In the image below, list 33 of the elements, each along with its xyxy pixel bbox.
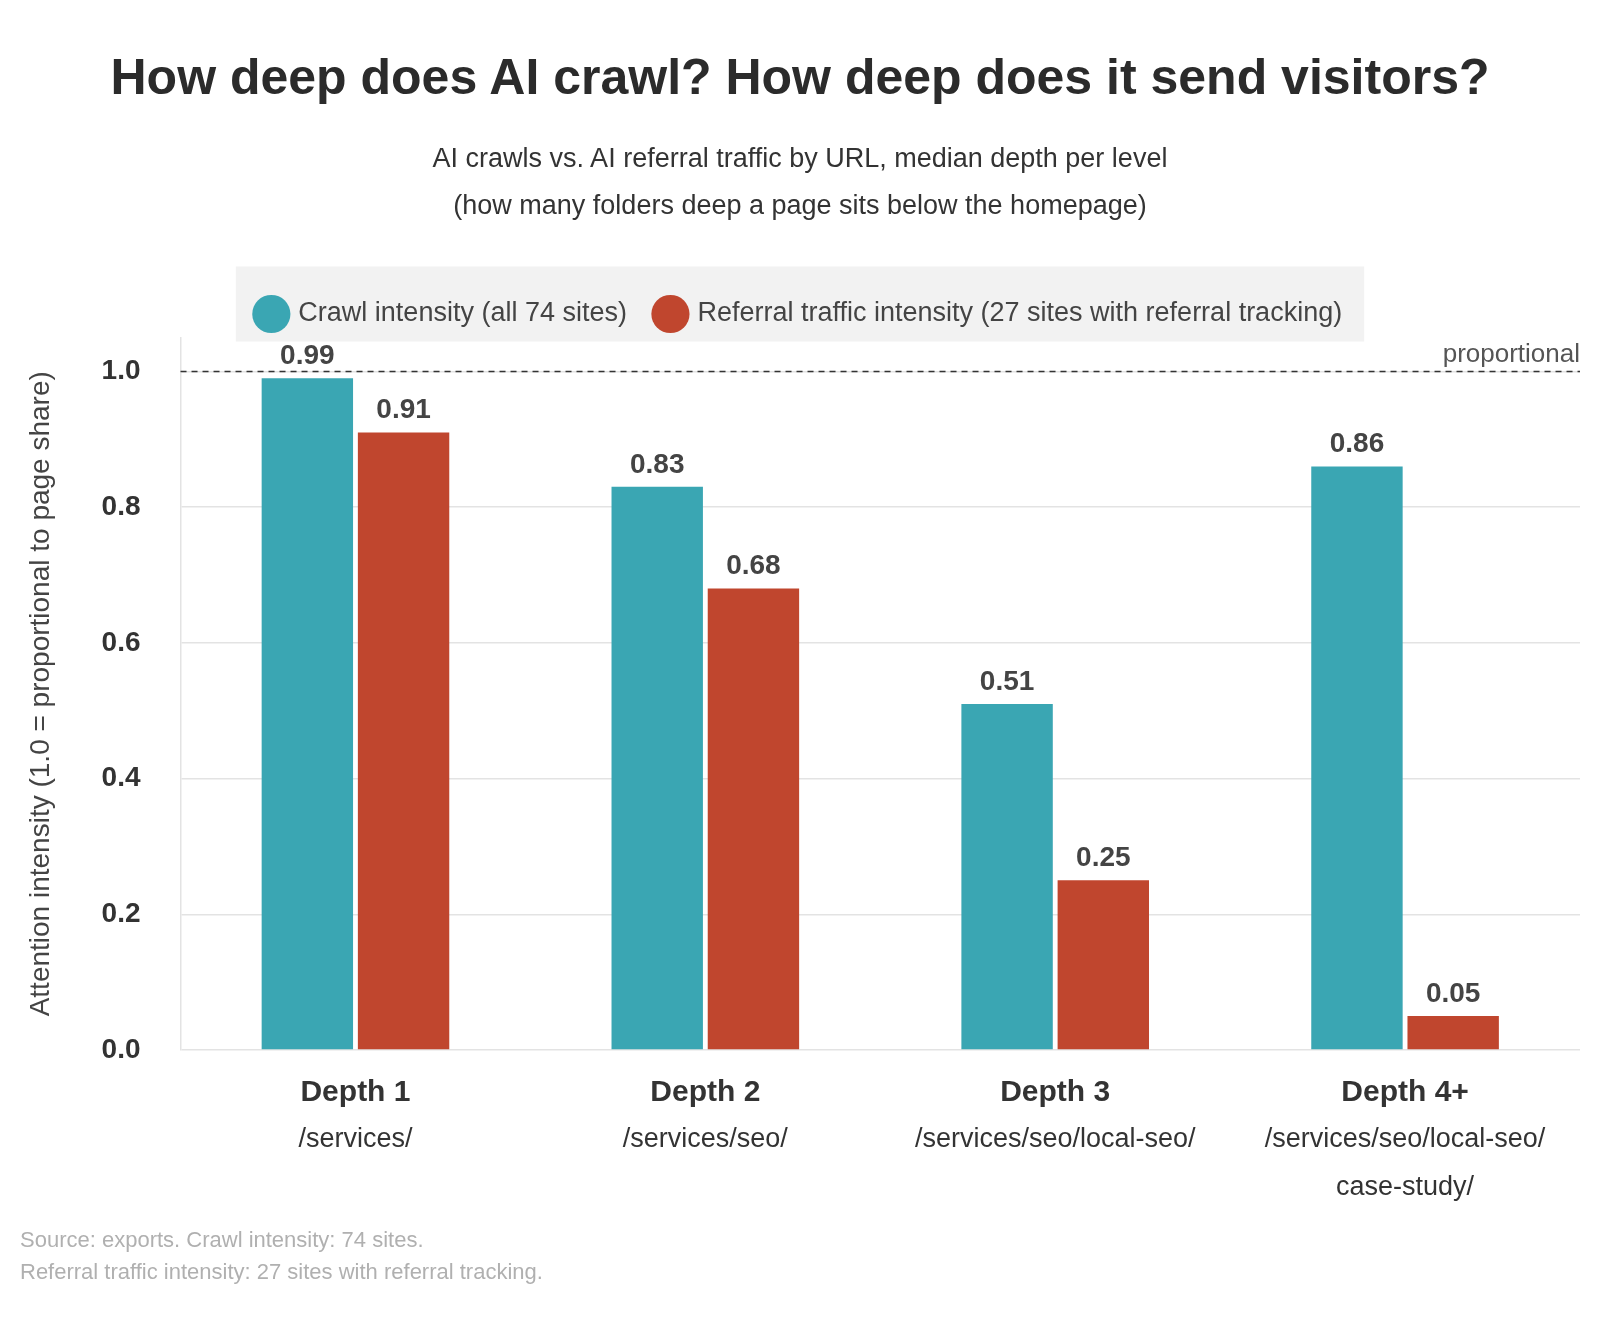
y-tick-label: 0.0 xyxy=(101,1032,141,1064)
bar xyxy=(1407,1016,1499,1050)
y-tick-label: 0.6 xyxy=(101,625,141,657)
x-tick-label: Depth 4+ /services/seo/local-seo/ case-study/ xyxy=(1264,1074,1546,1201)
chart-subtitle: AI crawls vs. AI referral traffic by URL, median depth per level (how many folders deep a page sits below the homepage) xyxy=(432,143,1168,221)
x-tick-label: Depth 1 /services/ xyxy=(298,1074,413,1153)
data-label: 0.05 xyxy=(1425,976,1481,1008)
y-tick-label: 1.0 xyxy=(101,354,141,386)
y-axis-title: Attention intensity (1.0 = proportional to page share) xyxy=(23,371,55,1017)
bar xyxy=(1311,466,1403,1050)
data-label: 0.83 xyxy=(629,447,685,479)
legend-label: Referral traffic intensity (27 sites with referral tracking) xyxy=(697,297,1343,328)
x-tick-label: Depth 3 /services/seo/local-seo/ xyxy=(914,1074,1196,1153)
y-tick-label: 0.8 xyxy=(101,489,141,521)
bar xyxy=(961,703,1053,1050)
x-tick-label: Depth 2 /services/seo/ xyxy=(622,1074,789,1153)
y-tick-label: 0.4 xyxy=(101,761,141,793)
data-label: 0.86 xyxy=(1329,427,1385,459)
data-label: 0.68 xyxy=(726,549,781,581)
bar xyxy=(261,378,354,1050)
bar xyxy=(707,588,800,1050)
bar xyxy=(1057,880,1150,1050)
data-label: 0.91 xyxy=(376,393,431,425)
source-note: Source: exports. Crawl intensity: 74 sites. Referral traffic intensity: 27 sites with referral tracking. xyxy=(20,1226,544,1286)
y-tick-label: 0.2 xyxy=(101,897,141,928)
bar xyxy=(357,432,450,1050)
chart-title: How deep does AI crawl? How deep does it send visitors? xyxy=(110,48,1490,105)
data-label: 0.99 xyxy=(280,338,335,370)
data-label: 0.51 xyxy=(979,664,1035,696)
legend-label: Crawl intensity (all 74 sites) xyxy=(298,297,627,328)
bar xyxy=(611,486,703,1050)
data-label: 0.25 xyxy=(1076,841,1131,873)
ref-line-label: proportional xyxy=(1442,337,1580,368)
